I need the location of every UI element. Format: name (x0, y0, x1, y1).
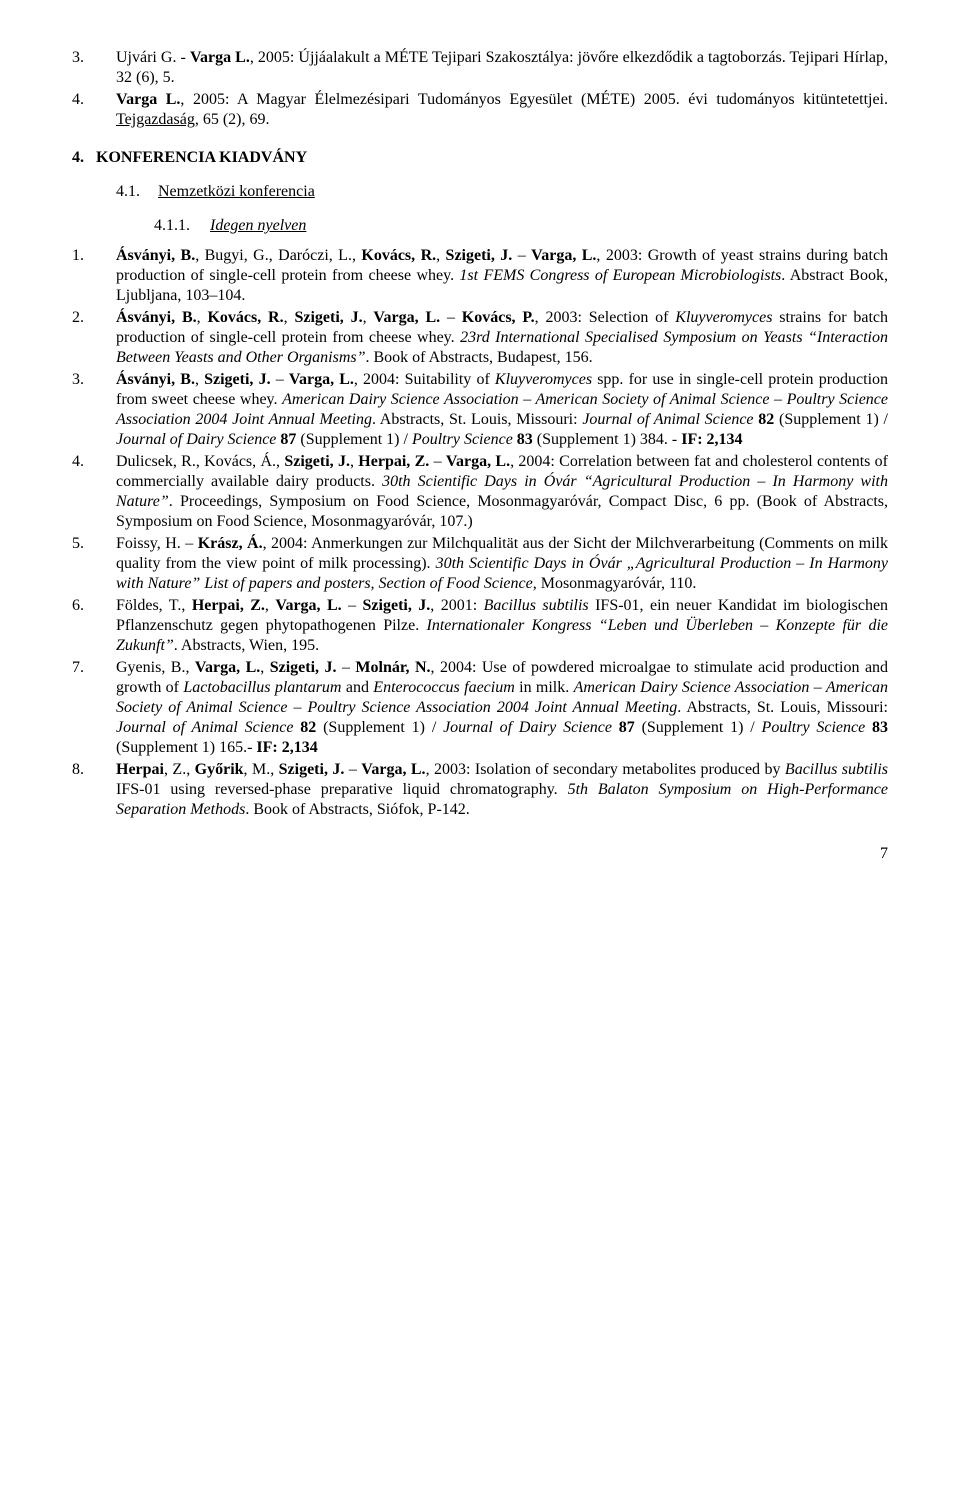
reference-item: 5.Foissy, H. – Krász, Á., 2004: Anmerkun… (72, 534, 888, 594)
subsection-heading: 4.1. Nemzetközi konferencia (116, 182, 888, 202)
section-heading: 4. KONFERENCIA KIADVÁNY (72, 148, 888, 168)
reference-item: 3.Ásványi, B., Szigeti, J. – Varga, L., … (72, 370, 888, 450)
reference-number: 7. (72, 658, 116, 758)
page-number: 7 (72, 844, 888, 864)
reference-text: Gyenis, B., Varga, L., Szigeti, J. – Mol… (116, 658, 888, 758)
section-number: 4. (72, 149, 84, 166)
reference-text: Földes, T., Herpai, Z., Varga, L. – Szig… (116, 596, 888, 656)
reference-item: 7.Gyenis, B., Varga, L., Szigeti, J. – M… (72, 658, 888, 758)
reference-text: Varga L., 2005: A Magyar Élelmezésipari … (116, 90, 888, 130)
subsection-title: Nemzetközi konferencia (158, 183, 315, 200)
subsubsection-heading: 4.1.1. Idegen nyelven (154, 216, 888, 236)
section-title: KONFERENCIA KIADVÁNY (96, 149, 307, 166)
reference-text: Herpai, Z., Győrik, M., Szigeti, J. – Va… (116, 760, 888, 820)
reference-text: Ujvári G. - Varga L., 2005: Újjáalakult … (116, 48, 888, 88)
reference-number: 4. (72, 452, 116, 532)
subsubsection-title: Idegen nyelven (210, 217, 306, 234)
reference-number: 3. (72, 370, 116, 450)
reference-number: 4. (72, 90, 116, 130)
reference-text: Ásványi, B., Szigeti, J. – Varga, L., 20… (116, 370, 888, 450)
reference-item: 8.Herpai, Z., Győrik, M., Szigeti, J. – … (72, 760, 888, 820)
reference-item: 2.Ásványi, B., Kovács, R., Szigeti, J., … (72, 308, 888, 368)
reference-number: 3. (72, 48, 116, 88)
subsubsection-number: 4.1.1. (154, 216, 206, 236)
subsection-number: 4.1. (116, 182, 154, 202)
reference-number: 2. (72, 308, 116, 368)
reference-item: 3.Ujvári G. - Varga L., 2005: Újjáalakul… (72, 48, 888, 88)
reference-item: 4.Dulicsek, R., Kovács, Á., Szigeti, J.,… (72, 452, 888, 532)
reference-item: 1.Ásványi, B., Bugyi, G., Daróczi, L., K… (72, 246, 888, 306)
reference-number: 6. (72, 596, 116, 656)
reference-list: 1.Ásványi, B., Bugyi, G., Daróczi, L., K… (72, 246, 888, 820)
reference-number: 8. (72, 760, 116, 820)
top-reference-list: 3.Ujvári G. - Varga L., 2005: Újjáalakul… (72, 48, 888, 130)
reference-number: 5. (72, 534, 116, 594)
reference-text: Dulicsek, R., Kovács, Á., Szigeti, J., H… (116, 452, 888, 532)
reference-number: 1. (72, 246, 116, 306)
reference-item: 4.Varga L., 2005: A Magyar Élelmezésipar… (72, 90, 888, 130)
reference-text: Ásványi, B., Kovács, R., Szigeti, J., Va… (116, 308, 888, 368)
reference-item: 6.Földes, T., Herpai, Z., Varga, L. – Sz… (72, 596, 888, 656)
reference-text: Foissy, H. – Krász, Á., 2004: Anmerkunge… (116, 534, 888, 594)
reference-text: Ásványi, B., Bugyi, G., Daróczi, L., Kov… (116, 246, 888, 306)
